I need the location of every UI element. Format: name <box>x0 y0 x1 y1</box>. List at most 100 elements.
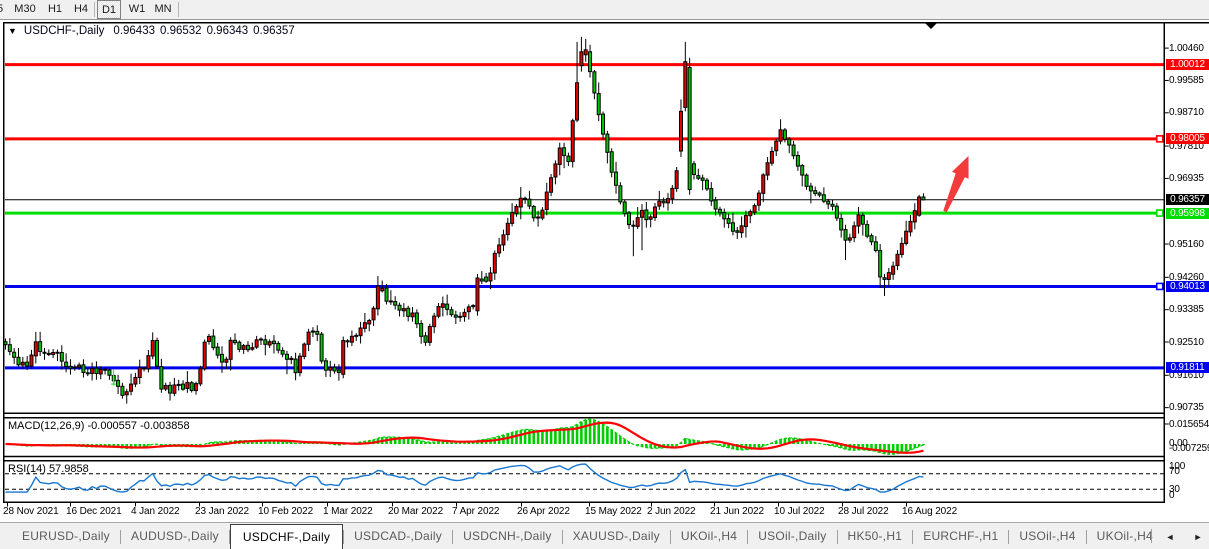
candle-body <box>345 340 350 343</box>
candle-body <box>631 224 636 227</box>
tab-xauusd-daily[interactable]: XAUUSD-,Daily <box>572 529 660 543</box>
candle-body <box>471 305 476 308</box>
level-line-handle[interactable] <box>1155 282 1164 291</box>
tab-hk50-h1[interactable]: HK50-,H1 <box>847 529 903 543</box>
level-line-handle[interactable] <box>1155 209 1164 217</box>
candle-body <box>133 376 138 385</box>
rsi-line <box>5 463 924 493</box>
candle-body <box>665 198 670 204</box>
chart-shift-marker <box>925 23 937 29</box>
timeframe-button-5[interactable]: 5 <box>0 0 8 19</box>
tab-separator <box>669 529 671 544</box>
candle-body <box>332 366 337 372</box>
candle-body <box>579 51 584 67</box>
tab-audusd-daily[interactable]: AUDUSD-,Daily <box>130 529 219 543</box>
rsi-value: 57.9858 <box>48 463 89 475</box>
candle-body <box>181 383 186 390</box>
candle-body <box>129 383 134 392</box>
candle-body <box>739 225 744 234</box>
candle-body <box>103 368 108 371</box>
rsi-axis-label: 70 <box>1169 466 1180 477</box>
tab-separator <box>1008 529 1010 544</box>
candle-body <box>163 384 168 390</box>
tabs-scroll-right-button[interactable]: ► <box>1193 531 1203 542</box>
candle-body <box>146 355 151 370</box>
tab-ukoil-h4[interactable]: UKOil-,H4 <box>1096 529 1153 543</box>
timeframe-button-W1[interactable]: W1 <box>128 3 146 15</box>
candle-body <box>852 225 857 239</box>
timeframe-button-MN[interactable]: MN <box>154 3 172 15</box>
candle-body <box>536 216 541 219</box>
price-tick-label: 0.93385 <box>1169 304 1204 316</box>
candle-body <box>401 308 406 312</box>
candle-body <box>804 174 809 187</box>
candle-body <box>622 201 627 215</box>
timeframe-button-M30[interactable]: M30 <box>14 3 36 15</box>
candle-body <box>549 177 554 193</box>
candle-body <box>423 335 428 343</box>
timeframe-toolbar: 5 M30 H1 H4 D1 W1 MN <box>0 0 1209 20</box>
candle-body <box>653 206 657 219</box>
tab-usdcnh-daily[interactable]: USDCNH-,Daily <box>463 529 552 543</box>
timeframe-button-D1[interactable]: D1 <box>97 0 121 19</box>
candle-body <box>735 230 740 233</box>
candle-body <box>544 191 549 211</box>
candle-body <box>393 301 398 306</box>
tab-ukoil-h4[interactable]: UKOil-,H4 <box>680 529 738 543</box>
candle-body <box>752 205 757 213</box>
candle-body <box>155 339 160 367</box>
candle-body <box>458 315 463 318</box>
tab-usdchf-daily[interactable]: USDCHF-,Daily <box>229 524 344 549</box>
candle-body <box>16 356 21 366</box>
date-tick-label: 28 Nov 2021 <box>3 506 59 517</box>
date-tick-label: 10 Jul 2022 <box>774 506 825 517</box>
tab-usoil-daily[interactable]: USOil-,Daily <box>758 529 827 543</box>
candle-body <box>358 327 363 337</box>
tab-eurchf-h1[interactable]: EURCHF-,H1 <box>923 529 999 543</box>
candle-body <box>596 93 601 116</box>
candle-body <box>743 215 748 227</box>
candle-body <box>904 230 909 244</box>
candle-body <box>328 366 333 371</box>
candle-body <box>635 217 640 227</box>
tab-separator <box>452 529 454 544</box>
candle-body <box>250 347 255 350</box>
candle-body <box>882 277 887 280</box>
rsi-label: RSI(14) 57.9858 <box>8 463 89 475</box>
tab-usoil-h4[interactable]: USOil-,H4 <box>1019 529 1076 543</box>
candle-body <box>826 200 831 205</box>
date-tick-label: 4 Jan 2022 <box>131 506 180 517</box>
price-badge-1.00012: 1.00012 <box>1166 59 1209 71</box>
annotation-arrow-up[interactable] <box>943 156 969 213</box>
candle-body <box>778 129 783 142</box>
candle-body <box>800 165 805 176</box>
tab-usdcad-daily[interactable]: USDCAD-,Daily <box>354 529 443 543</box>
chart-expander-icon[interactable]: ▼ <box>8 25 17 36</box>
candle-body <box>185 381 190 389</box>
timeframe-button-H1[interactable]: H1 <box>47 3 63 15</box>
candle-body <box>475 277 480 312</box>
candle-body <box>42 351 47 354</box>
level-line-handle[interactable] <box>1155 135 1164 143</box>
candle-body <box>510 212 515 224</box>
candle-body <box>592 71 597 94</box>
candle-body <box>899 242 904 255</box>
candle-body <box>696 175 701 179</box>
tab-separator <box>747 529 749 544</box>
candle-body <box>172 384 177 394</box>
candle-body <box>397 304 402 311</box>
toolbar-separator <box>178 2 179 17</box>
candle-body <box>479 278 484 282</box>
candle-body <box>908 220 913 233</box>
macd-main-value: -0.000557 <box>87 420 138 432</box>
candle-body <box>540 209 545 219</box>
candle-body <box>523 197 528 200</box>
timeframe-button-H4[interactable]: H4 <box>73 3 89 15</box>
date-tick-label: 10 Feb 2022 <box>258 506 314 517</box>
toolbar-separator <box>94 2 95 17</box>
candle-body <box>419 323 424 337</box>
tab-eurusd-daily[interactable]: EURUSD-,Daily <box>22 529 110 543</box>
rsi-axis-label: 30 <box>1169 484 1180 495</box>
tabs-scroll-left-button[interactable]: ◄ <box>1165 531 1175 542</box>
